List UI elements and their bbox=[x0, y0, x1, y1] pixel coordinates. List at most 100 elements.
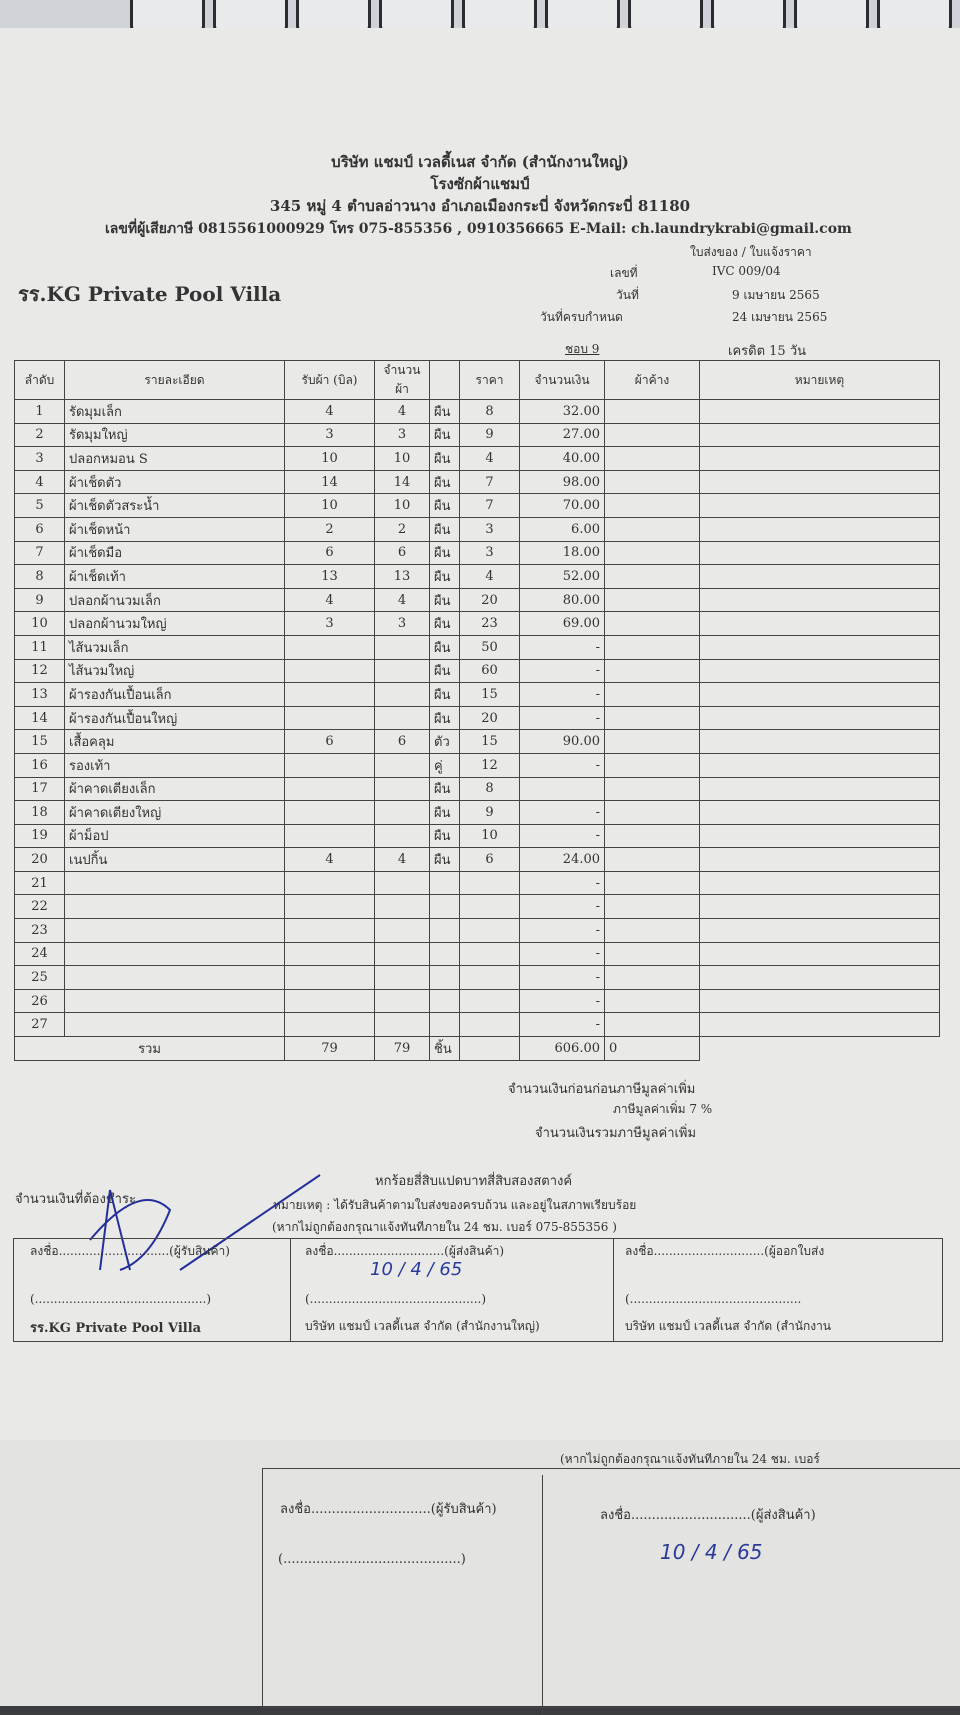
table-cell bbox=[604, 682, 700, 707]
invoice-no-label: เลขที่ bbox=[610, 266, 638, 280]
table-cell: ไส้นวมเล็ก bbox=[64, 634, 285, 660]
table-cell bbox=[699, 776, 940, 802]
handwritten-date: 10 / 4 / 65 bbox=[370, 1259, 463, 1280]
column-header: หมายเหตุ bbox=[699, 360, 940, 400]
table-cell: เสื้อคลุม bbox=[64, 729, 285, 754]
table-cell: 24 bbox=[14, 941, 65, 967]
table-cell bbox=[604, 634, 700, 660]
table-cell bbox=[699, 682, 940, 707]
table-cell: 4 bbox=[14, 469, 65, 495]
signature-line: ลงชื่อ.............................(ผู้อ… bbox=[625, 1244, 825, 1258]
table-cell: - bbox=[519, 682, 605, 707]
table-cell bbox=[429, 988, 460, 1014]
table-cell bbox=[429, 1012, 460, 1038]
table-cell: 80.00 bbox=[519, 587, 605, 613]
table-cell bbox=[374, 776, 430, 802]
table-cell: 90.00 bbox=[519, 729, 605, 754]
due-date-label: วันที่ครบกำหนด bbox=[540, 310, 623, 324]
table-cell: 10 bbox=[14, 611, 65, 636]
table-cell: 23 bbox=[459, 611, 520, 636]
table-cell: 13 bbox=[14, 682, 65, 707]
table-cell bbox=[604, 705, 700, 731]
table-cell: ผืน bbox=[429, 422, 460, 448]
table-row: 21 - bbox=[14, 870, 940, 896]
table-row: 19 ผ้าม็อป ผืน 10- bbox=[14, 823, 940, 849]
table-row: 2 รัดมุมใหญ่ 3 3 ผืน 9 27.00 bbox=[14, 422, 940, 448]
table-cell bbox=[699, 988, 940, 1014]
table-row: 27 - bbox=[14, 1012, 940, 1038]
table-cell: ผืน bbox=[429, 587, 460, 613]
table-cell bbox=[374, 634, 430, 660]
table-row: 10 ปลอกผ้านวมใหญ่ 3 3 ผืน 23 69.00 bbox=[14, 611, 940, 636]
table-cell: 4 bbox=[284, 847, 375, 872]
table-cell: 4 bbox=[459, 446, 520, 471]
table-cell: ผ้าเช็ดเท้า bbox=[64, 564, 285, 589]
table-cell bbox=[64, 894, 285, 920]
table-cell bbox=[284, 941, 375, 967]
table-cell bbox=[604, 965, 700, 990]
table-cell: ผืน bbox=[429, 658, 460, 684]
signature-paren: (.......................................… bbox=[30, 1292, 212, 1306]
table-cell bbox=[604, 611, 700, 636]
doc-type: ใบส่งของ / ใบแจ้งราคา bbox=[690, 245, 812, 259]
table-row: 25 - bbox=[14, 965, 940, 990]
signature-line: ลงชื่อ.............................(ผู้ส… bbox=[305, 1244, 505, 1258]
table-cell bbox=[699, 729, 940, 754]
table-cell: 50 bbox=[459, 634, 520, 660]
table-cell bbox=[604, 941, 700, 967]
table-cell: 2 bbox=[284, 516, 375, 542]
signature-section bbox=[13, 1238, 943, 1342]
table-cell bbox=[374, 988, 430, 1014]
table-cell: ผ้ารองกันเปื้อนใหญ่ bbox=[64, 705, 285, 731]
table-cell: - bbox=[519, 988, 605, 1014]
total-unit: ชิ้น bbox=[429, 1036, 460, 1061]
table-cell: - bbox=[519, 658, 605, 684]
signature-paren: (.......................................… bbox=[305, 1292, 487, 1306]
contact-note: (หากไม่ถูกต้องกรุณาแจ้งทันทีภายใน 24 ชม.… bbox=[272, 1220, 617, 1234]
table-cell: 2 bbox=[374, 516, 430, 542]
table-cell bbox=[429, 918, 460, 943]
table-cell bbox=[374, 682, 430, 707]
total-pending: 0 bbox=[604, 1036, 700, 1061]
column-header: ผ้าค้าง bbox=[604, 360, 700, 400]
credit-terms: เครดิต 15 วัน bbox=[728, 344, 806, 359]
table-cell bbox=[699, 965, 940, 990]
table-cell: 98.00 bbox=[519, 469, 605, 495]
table-cell bbox=[699, 823, 940, 849]
table-cell: 15 bbox=[14, 729, 65, 754]
table-cell: - bbox=[519, 965, 605, 990]
company-contact: เลขที่ผู้เสียภาษี 0815561000929 โทร 075-… bbox=[105, 221, 852, 237]
table-cell: 17 bbox=[14, 776, 65, 802]
due-date: 24 เมษายน 2565 bbox=[732, 310, 828, 324]
table-cell: ผ้ารองกันเปื้อนเล็ก bbox=[64, 682, 285, 707]
table-cell bbox=[699, 587, 940, 613]
table-cell bbox=[604, 422, 700, 448]
table-cell: 10 bbox=[284, 493, 375, 518]
table-cell: 20 bbox=[459, 705, 520, 731]
table-cell: 6 bbox=[284, 729, 375, 754]
table-cell bbox=[604, 516, 700, 542]
table-cell bbox=[374, 800, 430, 825]
total-with-vat-label: จำนวนเงินรวมภาษีมูลค่าเพิ่ม bbox=[535, 1126, 697, 1141]
table-cell bbox=[284, 705, 375, 731]
table-cell bbox=[604, 446, 700, 471]
table-cell bbox=[459, 1012, 520, 1038]
table-cell: ปลอกผ้านวมใหญ่ bbox=[64, 611, 285, 636]
total-amount: 606.00 bbox=[519, 1036, 605, 1061]
table-cell bbox=[699, 894, 940, 920]
table-cell bbox=[699, 399, 940, 424]
table-cell: 4 bbox=[374, 847, 430, 872]
table-cell: - bbox=[519, 870, 605, 896]
total-bill: 79 bbox=[284, 1036, 375, 1061]
table-cell bbox=[284, 988, 375, 1014]
table-cell: 3 bbox=[374, 422, 430, 448]
column-header bbox=[429, 360, 460, 400]
table-cell bbox=[699, 705, 940, 731]
table-cell bbox=[284, 658, 375, 684]
table-cell: ผืน bbox=[429, 469, 460, 495]
table-cell: ผืน bbox=[429, 776, 460, 802]
table-row: 3 ปลอกหมอน S 10 10 ผืน 4 40.00 bbox=[14, 446, 940, 471]
table-cell bbox=[604, 729, 700, 754]
table-cell: - bbox=[519, 634, 605, 660]
table-cell bbox=[699, 800, 940, 825]
